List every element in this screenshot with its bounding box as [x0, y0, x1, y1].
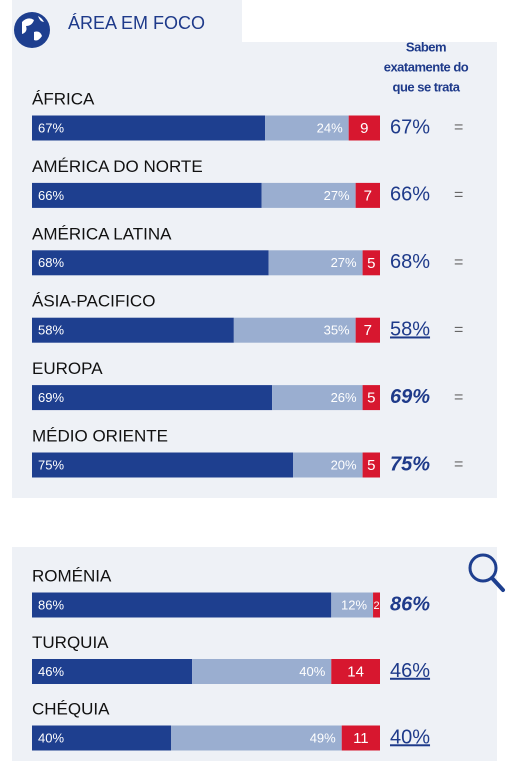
segment-label: 40% — [299, 664, 325, 679]
segment-label: 24% — [317, 120, 343, 135]
segment-label: 58% — [38, 323, 64, 338]
bar-segment — [355, 317, 380, 343]
bar-segment — [272, 385, 363, 411]
category-label: ÁSIA-PACIFICO — [32, 292, 155, 311]
panel — [12, 547, 497, 761]
segment-label: 5 — [367, 255, 375, 272]
column-header: exatamente do — [384, 59, 469, 74]
segment-label: 49% — [310, 730, 336, 745]
bar-segment — [331, 592, 374, 618]
category-label: AMÉRICA DO NORTE — [32, 157, 203, 176]
segment-label: 75% — [38, 457, 64, 472]
known-value: 66% — [390, 184, 430, 206]
bar-segment — [261, 182, 356, 208]
globe-icon — [14, 12, 50, 48]
segment-label: 2 — [373, 600, 379, 612]
bar-segment — [32, 182, 262, 208]
bar-segment — [268, 250, 363, 276]
category-label: CHÉQUIA — [32, 699, 110, 718]
panel — [12, 0, 497, 498]
search-icon — [468, 553, 505, 592]
segment-label: 86% — [38, 597, 64, 612]
segment-label: 5 — [367, 457, 375, 474]
segment-label: 66% — [38, 188, 64, 203]
category-label: TURQUIA — [32, 633, 109, 652]
known-value: 75% — [390, 453, 430, 475]
trend: = — [454, 389, 463, 406]
panel-title: ÁREA EM FOCO — [68, 13, 205, 33]
segment-label: 14 — [347, 663, 364, 680]
segment-label: 69% — [38, 390, 64, 405]
bar-segment — [362, 452, 380, 478]
segment-label: 26% — [331, 390, 357, 405]
bar-segment — [233, 317, 356, 343]
bar-segment — [32, 250, 269, 276]
bar-segment — [32, 452, 293, 478]
bar-segment — [32, 659, 193, 684]
bar-segment — [362, 385, 380, 411]
segment-label: 40% — [38, 730, 64, 745]
trend: = — [454, 187, 463, 204]
segment-label: 7 — [364, 322, 372, 339]
known-value: 40% — [390, 726, 430, 748]
bar-segment — [32, 725, 172, 751]
segment-label: 20% — [331, 457, 357, 472]
bar-segment — [373, 592, 380, 618]
segment-label: 68% — [38, 255, 64, 270]
category-label: ROMÉNIA — [32, 566, 112, 585]
column-header: Sabem — [406, 39, 446, 54]
known-value: 58% — [390, 318, 430, 340]
column-header: que se trata — [393, 79, 461, 94]
segment-label: 27% — [324, 188, 350, 203]
segment-label: 67% — [38, 120, 64, 135]
trend: = — [454, 119, 463, 136]
bar-segment — [293, 452, 363, 478]
bar-segment — [265, 115, 349, 141]
bar-segment — [355, 182, 380, 208]
segment-label: 9 — [360, 120, 368, 137]
bar-segment — [192, 659, 332, 684]
segment-label: 35% — [324, 323, 350, 338]
segment-label: 46% — [38, 664, 64, 679]
bar-segment — [362, 250, 380, 276]
bar-segment — [348, 115, 380, 141]
bar-segment — [32, 115, 266, 141]
segment-label: 5 — [367, 390, 375, 407]
category-label: MÉDIO ORIENTE — [32, 426, 168, 445]
category-label: ÁFRICA — [32, 89, 95, 108]
bar-segment — [171, 725, 342, 751]
known-value: 67% — [390, 116, 430, 138]
segment-label: 11 — [353, 730, 369, 747]
category-label: EUROPA — [32, 359, 103, 378]
known-value: 86% — [390, 593, 430, 615]
trend: = — [454, 254, 463, 271]
bar-segment — [32, 385, 273, 411]
bar-segment — [331, 659, 380, 684]
known-value: 46% — [390, 660, 430, 682]
trend: = — [454, 321, 463, 338]
segment-label: 12% — [341, 597, 367, 612]
bar-segment — [32, 317, 234, 343]
segment-label: 7 — [364, 187, 372, 204]
known-value: 68% — [390, 251, 430, 273]
segment-label: 27% — [331, 255, 357, 270]
category-label: AMÉRICA LATINA — [32, 224, 172, 243]
known-value: 69% — [390, 386, 430, 408]
trend: = — [454, 456, 463, 473]
bar-segment — [32, 592, 332, 618]
bar-segment — [341, 725, 380, 751]
